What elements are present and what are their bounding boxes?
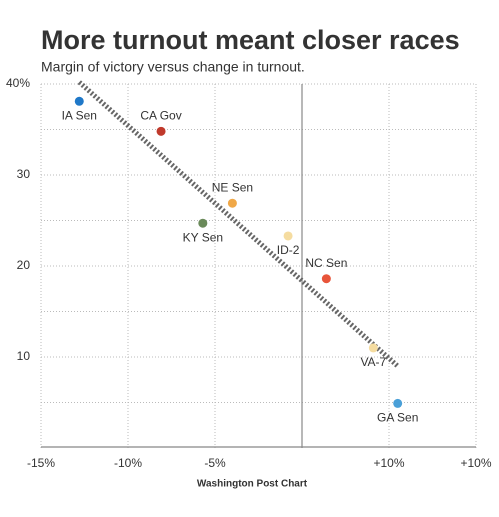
point-label: KY Sen <box>183 230 223 244</box>
point <box>321 274 331 284</box>
chart-title: More turnout meant closer races <box>41 25 460 55</box>
point-label: CA Gov <box>140 108 181 122</box>
point-label: ID-2 <box>277 243 300 257</box>
y-tick-label: 40% <box>6 76 30 90</box>
x-tick-label: -10% <box>114 456 142 470</box>
y-tick-label: 20 <box>17 258 31 272</box>
point <box>198 218 208 228</box>
point <box>227 198 237 208</box>
point <box>74 96 84 106</box>
point-label: NC Sen <box>305 256 347 270</box>
point <box>368 343 378 353</box>
point-label: VA-7 <box>360 355 386 369</box>
point-label: NE Sen <box>212 180 253 194</box>
point <box>156 126 166 136</box>
point-label: GA Sen <box>377 411 418 425</box>
point-label: IA Sen <box>62 108 97 122</box>
x-tick-label: +10% <box>373 456 404 470</box>
x-tick-label: +10% <box>460 456 491 470</box>
y-tick-label: 10 <box>17 349 31 363</box>
point <box>283 231 293 241</box>
y-tick-label: 30 <box>17 167 31 181</box>
x-tick-label: -15% <box>27 456 55 470</box>
trend-line <box>77 80 400 368</box>
source: Washington Post Chart <box>197 479 308 490</box>
chart-subtitle: Margin of victory versus change in turno… <box>41 59 305 75</box>
x-tick-label: -5% <box>204 456 226 470</box>
point <box>393 398 403 408</box>
